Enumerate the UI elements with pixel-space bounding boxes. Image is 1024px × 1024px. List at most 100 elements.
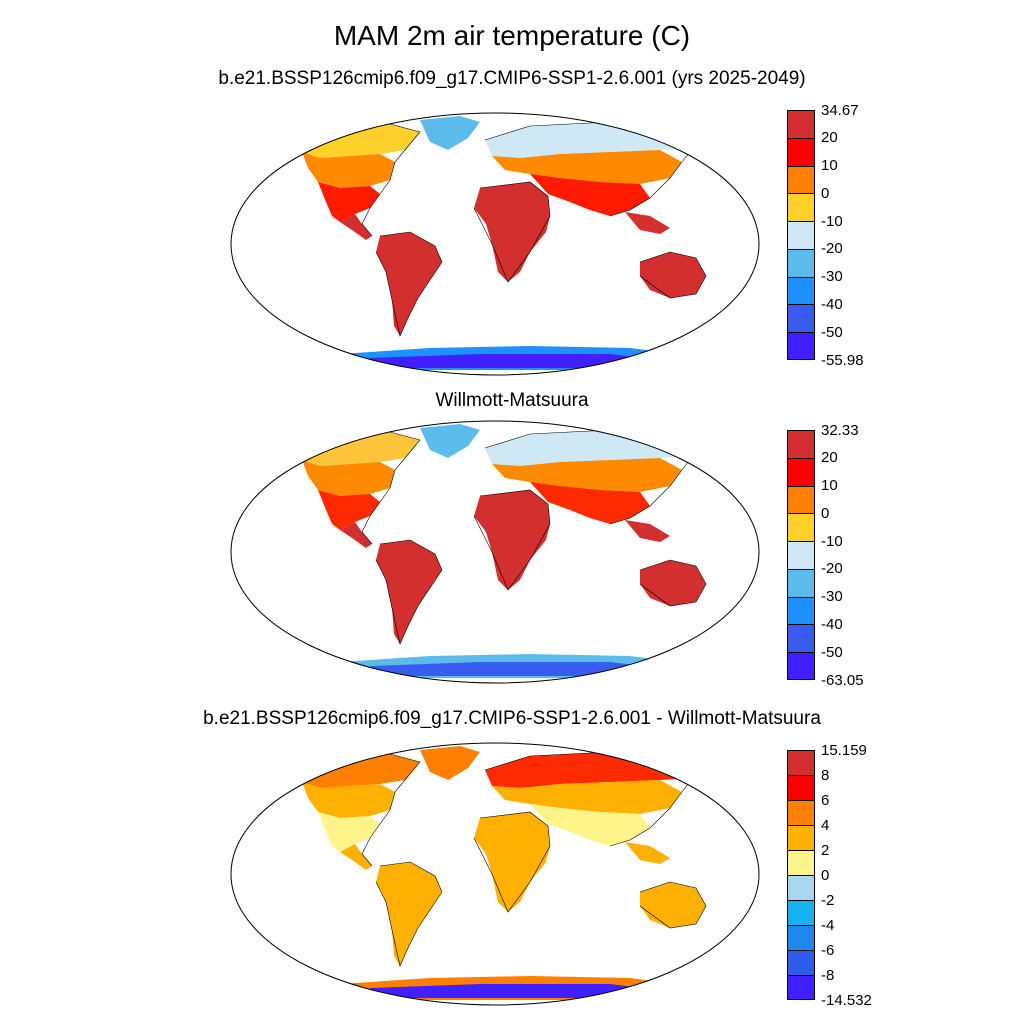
region-samerica bbox=[376, 540, 442, 644]
colorbar-tick-label: -50 bbox=[821, 323, 843, 341]
colorbar-tick-label: -63.05 bbox=[821, 671, 864, 689]
colorbar-tick-label: 6 bbox=[821, 791, 830, 809]
region-eurasia-mid bbox=[492, 150, 682, 184]
region-namerica-north bbox=[300, 124, 420, 158]
region-greenland bbox=[420, 746, 480, 780]
colorbar-tick-label: -8 bbox=[821, 966, 835, 984]
colorbar-swatch bbox=[787, 775, 815, 800]
map-border bbox=[230, 742, 760, 1006]
colorbar-swatch bbox=[787, 975, 815, 1000]
colorbar-swatch bbox=[787, 110, 815, 138]
colorbar-swatch bbox=[787, 925, 815, 950]
panel-observations: Willmott-Matsuura 32.33 20 10 0 -10 -20 -30 -40… bbox=[0, 390, 1024, 710]
land-surface bbox=[299, 746, 707, 1000]
map bbox=[230, 112, 760, 376]
region-namerica-north bbox=[300, 754, 420, 788]
colorbar-swatch bbox=[787, 332, 815, 360]
map-border bbox=[230, 112, 760, 376]
colorbar-tick-label: 0 bbox=[821, 184, 830, 202]
region-namerica-mid bbox=[302, 782, 395, 818]
region-namerica-south bbox=[318, 812, 380, 852]
region-samerica bbox=[376, 232, 442, 336]
colorbar-swatch bbox=[787, 750, 815, 775]
main-title: MAM 2m air temperature (C) bbox=[333, 20, 691, 51]
region-eurasia-mid bbox=[492, 458, 682, 492]
region-southasia bbox=[530, 804, 650, 846]
panel-title: Willmott-Matsuura bbox=[435, 390, 589, 411]
region-central bbox=[340, 214, 372, 240]
land-surface bbox=[299, 424, 707, 678]
colorbar-swatch bbox=[787, 596, 815, 625]
region-namerica-south bbox=[318, 490, 380, 530]
colorbar-tick-label: -10 bbox=[821, 532, 843, 550]
colorbar-tick-label: 15.159 bbox=[821, 741, 867, 759]
region-australia bbox=[640, 252, 706, 298]
colorbar-tick-label: -4 bbox=[821, 916, 835, 934]
region-central bbox=[340, 844, 372, 870]
region-southasia bbox=[530, 174, 650, 216]
colorbar-tick-label: -55.98 bbox=[821, 351, 864, 369]
region-seasia bbox=[625, 842, 670, 864]
region-africa bbox=[474, 812, 550, 912]
colorbar-swatch bbox=[787, 430, 815, 458]
region-central bbox=[340, 522, 372, 548]
colorbar-tick-label: 20 bbox=[821, 129, 838, 147]
colorbar-swatch bbox=[787, 541, 815, 569]
colorbar-swatch bbox=[787, 221, 815, 249]
colorbar-swatch bbox=[787, 304, 815, 333]
colorbar-tick-label: -20 bbox=[821, 560, 843, 578]
colorbar-tick-label: -20 bbox=[821, 240, 843, 258]
region-eurasia-mid bbox=[492, 780, 682, 814]
colorbar-tick-label: -50 bbox=[821, 643, 843, 661]
colorbar-tick-label: 32.33 bbox=[821, 421, 859, 439]
panel-title: b.e21.BSSP126cmip6.f09_g17.CMIP6-SSP1-2.… bbox=[203, 708, 821, 729]
colorbar-tick-label: -30 bbox=[821, 588, 843, 606]
region-samerica bbox=[376, 862, 442, 966]
region-eurasia-north bbox=[485, 752, 705, 788]
panel-title: b.e21.BSSP126cmip6.f09_g17.CMIP6-SSP1-2.… bbox=[218, 68, 806, 89]
panel-model: b.e21.BSSP126cmip6.f09_g17.CMIP6-SSP1-2.… bbox=[0, 68, 1024, 388]
map bbox=[230, 742, 760, 1006]
region-namerica-south bbox=[318, 182, 380, 222]
colorbar-tick-label: 10 bbox=[821, 157, 838, 175]
colorbar-tick-label: -40 bbox=[821, 295, 843, 313]
region-africa bbox=[474, 490, 550, 590]
colorbar-tick-label: 2 bbox=[821, 841, 830, 859]
colorbar-frame bbox=[787, 110, 815, 360]
region-seasia bbox=[625, 520, 670, 542]
colorbar-swatch bbox=[787, 485, 815, 514]
colorbar-swatch bbox=[787, 875, 815, 900]
colorbar-tick-label: -30 bbox=[821, 268, 843, 286]
region-australia bbox=[640, 560, 706, 606]
region-namerica-mid bbox=[302, 460, 395, 496]
region-africa bbox=[474, 182, 550, 282]
panel-difference: b.e21.BSSP126cmip6.f09_g17.CMIP6-SSP1-2.… bbox=[0, 708, 1024, 1024]
region-australia bbox=[640, 882, 706, 928]
region-seasia bbox=[625, 212, 670, 234]
colorbar-tick-label: -10 bbox=[821, 212, 843, 230]
colorbar-tick-label: 34.67 bbox=[821, 101, 859, 119]
colorbar-swatch bbox=[787, 276, 815, 305]
colorbar-tick-label: 0 bbox=[821, 504, 830, 522]
colorbar-tick-label: -14.532 bbox=[821, 991, 872, 1009]
colorbar-tick-label: -2 bbox=[821, 891, 835, 909]
colorbar-tick-label: 20 bbox=[821, 449, 838, 467]
colorbar-swatch bbox=[787, 950, 815, 975]
region-southasia bbox=[530, 482, 650, 524]
colorbar-swatch bbox=[787, 457, 815, 486]
region-greenland bbox=[420, 116, 480, 150]
colorbar-tick-label: 4 bbox=[821, 816, 830, 834]
colorbar-tick-label: -40 bbox=[821, 615, 843, 633]
colorbar-swatch bbox=[787, 568, 815, 597]
region-antarctica-inner bbox=[370, 662, 660, 676]
colorbar-swatch bbox=[787, 800, 815, 825]
colorbar-swatch bbox=[787, 624, 815, 653]
colorbar-swatch bbox=[787, 850, 815, 875]
region-antarctica-inner bbox=[370, 354, 660, 368]
colorbar-tick-label: 8 bbox=[821, 766, 830, 784]
colorbar-tick-label: -6 bbox=[821, 941, 835, 959]
colorbar-swatch bbox=[787, 193, 815, 222]
land-surface bbox=[299, 116, 707, 370]
map bbox=[230, 420, 760, 684]
colorbar-frame bbox=[787, 750, 815, 1000]
